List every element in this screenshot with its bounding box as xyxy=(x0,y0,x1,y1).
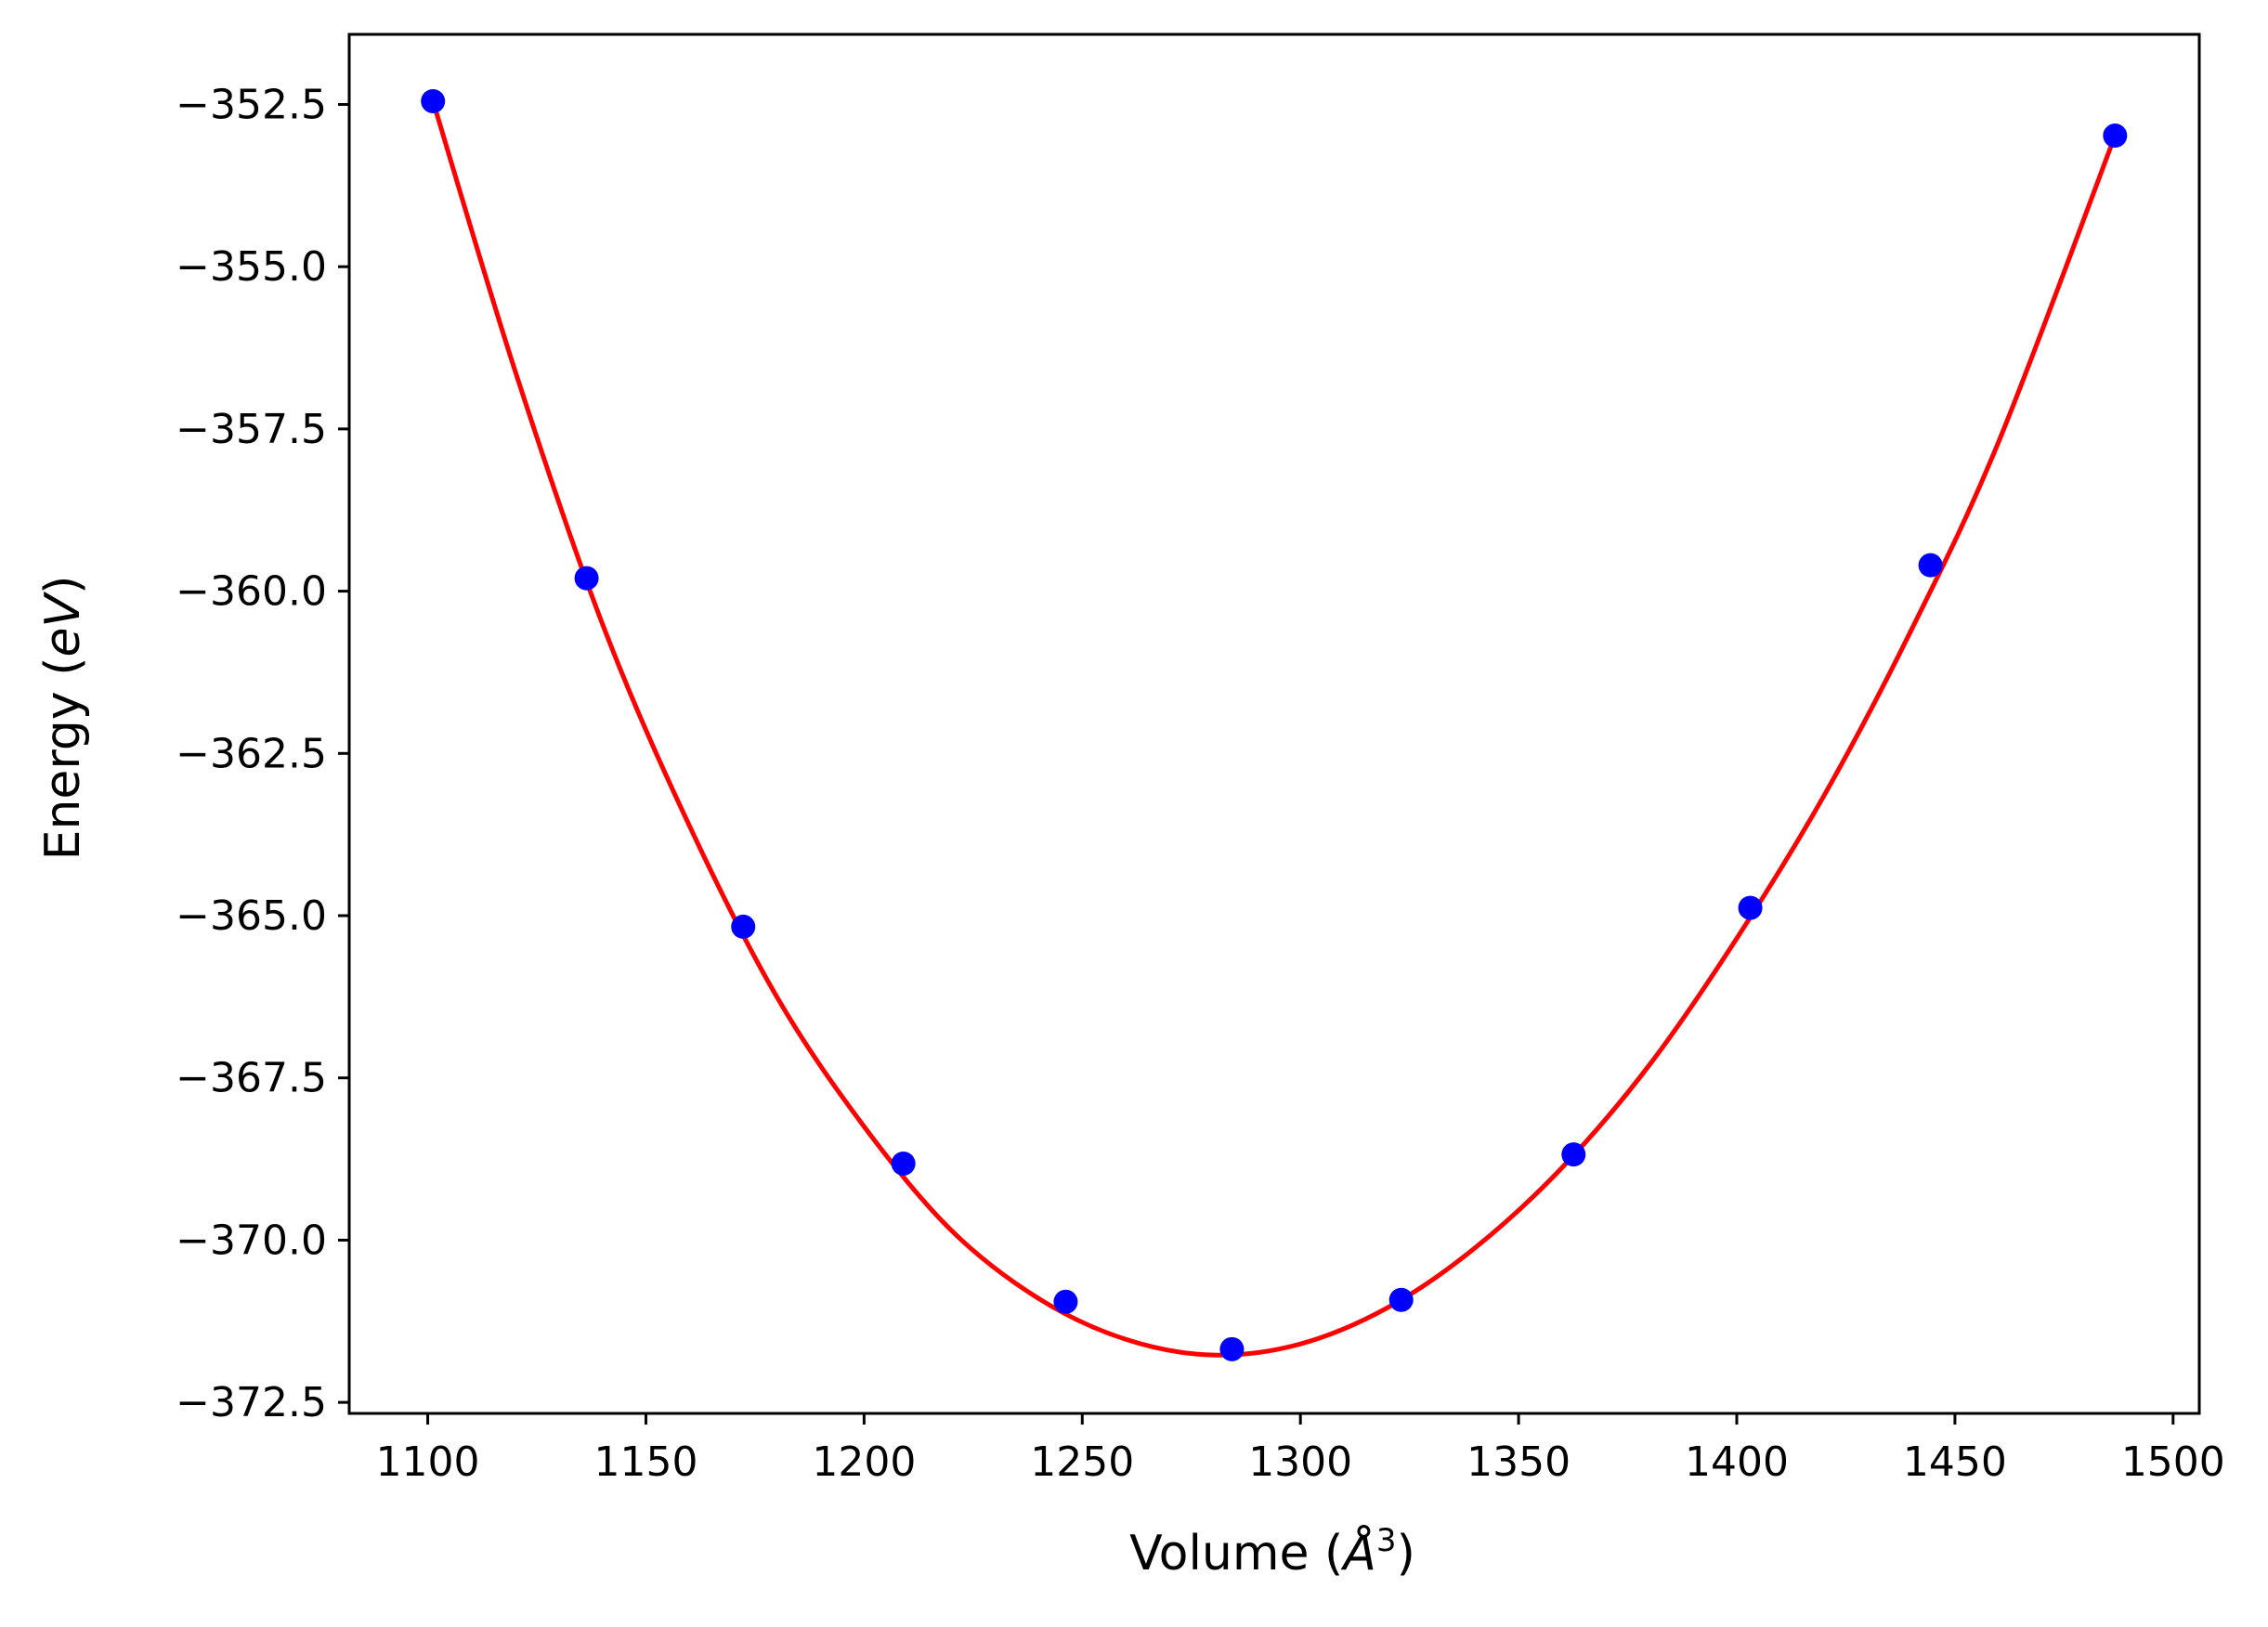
y-tick-label: −360.0 xyxy=(176,568,327,616)
x-tick-label: 1150 xyxy=(593,1438,697,1486)
x-tick-label: 1400 xyxy=(1685,1438,1789,1486)
x-tick-label: 1300 xyxy=(1248,1438,1352,1486)
x-axis-ticks: 1100 1150 1200 1250 1300 1350 1400 1450 1500 xyxy=(376,1413,2225,1486)
x-tick-label: 1450 xyxy=(1903,1438,2007,1486)
y-axis-label-text: Energy ( xyxy=(35,657,91,861)
y-tick-label: −370.0 xyxy=(176,1217,327,1264)
data-point xyxy=(1738,895,1763,920)
data-point xyxy=(1561,1142,1586,1167)
x-tick-label: 1250 xyxy=(1030,1438,1134,1486)
data-point xyxy=(1918,553,1943,578)
y-tick-label: −372.5 xyxy=(176,1379,327,1426)
y-axis-label: Energy (eV) xyxy=(35,576,91,861)
data-point xyxy=(2103,124,2128,149)
y-tick-label: −357.5 xyxy=(176,406,327,453)
plot-area-frame xyxy=(347,33,2201,1415)
y-axis-label-close: ) xyxy=(35,576,91,594)
data-points xyxy=(421,88,2128,1361)
data-point xyxy=(891,1151,916,1176)
x-axis-label-text: Volume ( xyxy=(1129,1526,1343,1581)
x-tick-label: 1500 xyxy=(2121,1438,2225,1486)
y-axis-ticks: −352.5 −355.0 −357.5 −360.0 −362.5 −365.0 −367… xyxy=(176,81,349,1426)
x-axis-label: Volume (Å3) xyxy=(1129,1522,1415,1581)
data-point xyxy=(1219,1336,1245,1361)
y-tick-label: −367.5 xyxy=(176,1055,327,1102)
y-tick-label: −362.5 xyxy=(176,730,327,777)
data-point xyxy=(421,88,446,113)
data-point xyxy=(1388,1287,1414,1312)
y-tick-label: −352.5 xyxy=(176,81,327,128)
x-axis-label-exponent: 3 xyxy=(1376,1522,1397,1559)
x-tick-label: 1350 xyxy=(1466,1438,1571,1486)
fit-curve-line xyxy=(430,100,2118,1358)
data-point xyxy=(574,566,599,591)
x-axis-label-symbol: Å xyxy=(1340,1524,1376,1581)
x-tick-label: 1100 xyxy=(376,1438,480,1486)
y-tick-label: −365.0 xyxy=(176,892,327,940)
y-axis-label-unit: eV xyxy=(35,592,91,657)
y-tick-label: −355.0 xyxy=(176,243,327,291)
x-axis-label-close: ) xyxy=(1397,1526,1415,1581)
data-point xyxy=(731,914,756,939)
x-tick-label: 1200 xyxy=(812,1438,916,1486)
data-point xyxy=(1053,1289,1078,1314)
